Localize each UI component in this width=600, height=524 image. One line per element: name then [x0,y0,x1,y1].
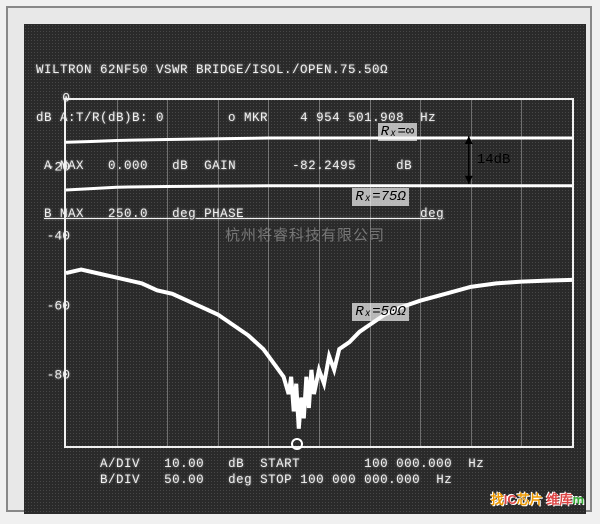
delta-arrow [24,24,586,514]
outer-frame: WILTRON 62NF50 VSWR BRIDGE/ISOL./OPEN.75… [6,6,592,512]
delta-label: 14dB [477,152,511,168]
watermark-corner: 找IC芯片 维库m [491,489,584,508]
analyzer-screen: WILTRON 62NF50 VSWR BRIDGE/ISOL./OPEN.75… [24,24,586,514]
marker-point [291,438,303,450]
